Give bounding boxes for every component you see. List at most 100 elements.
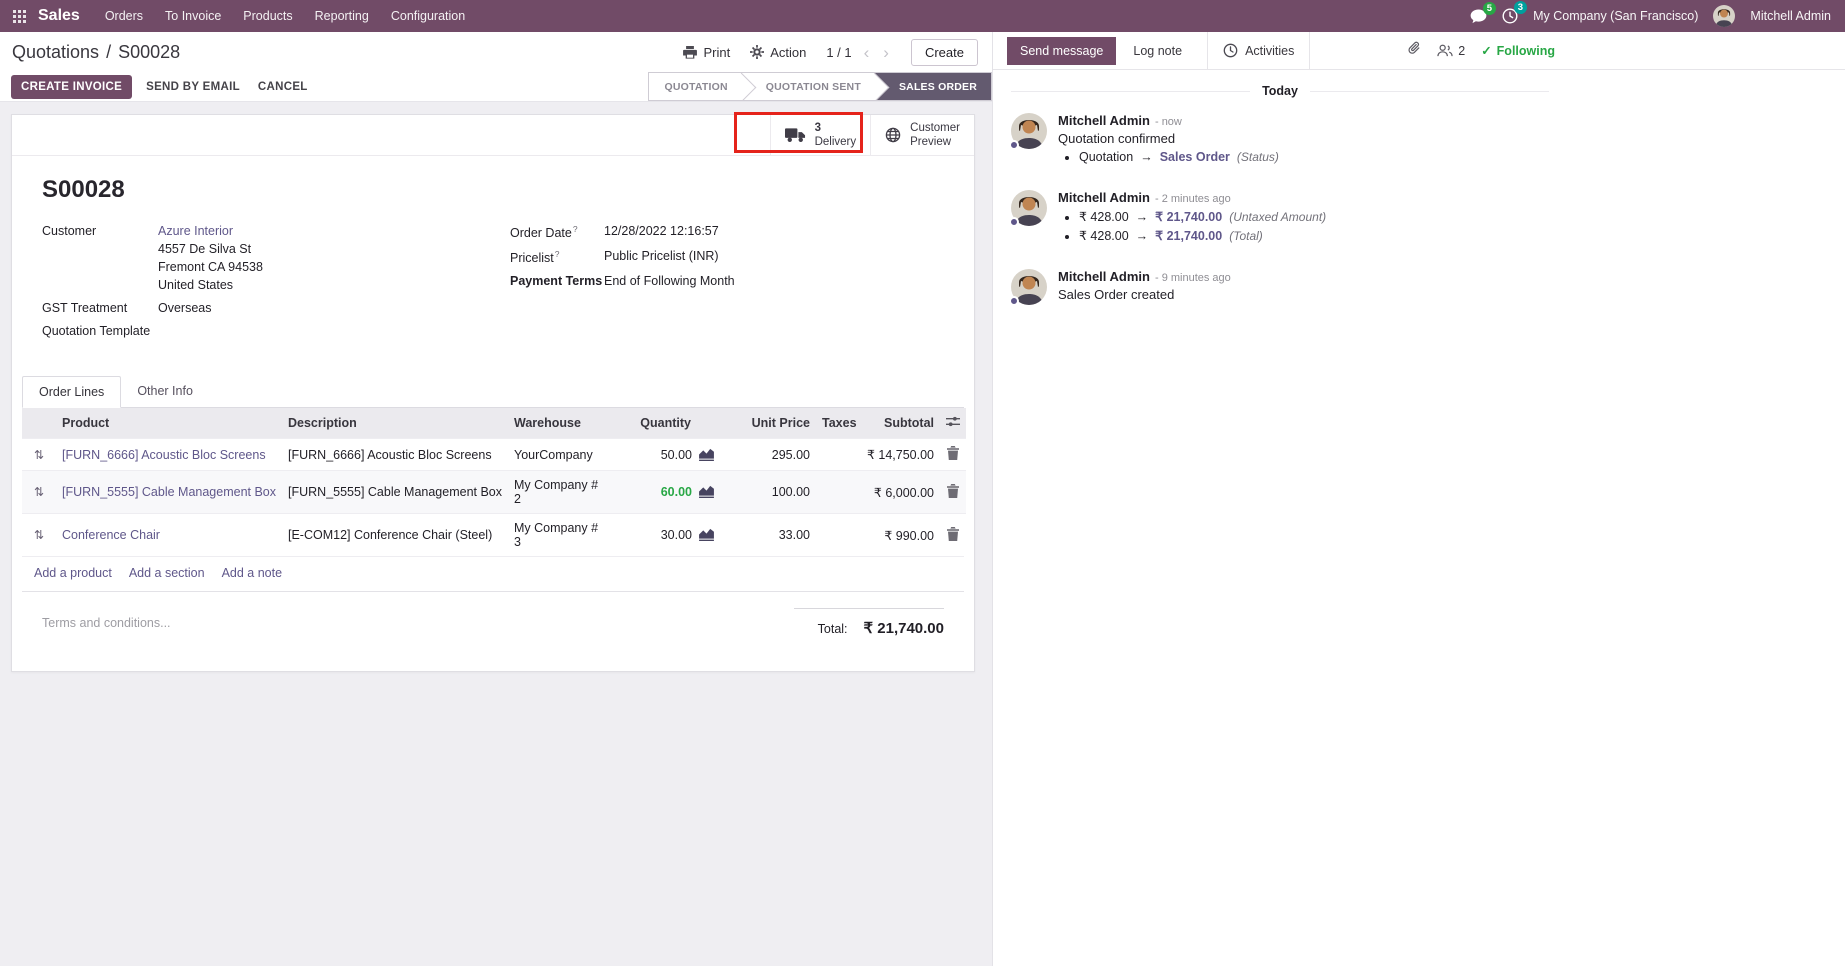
tab-order-lines[interactable]: Order Lines [22,376,122,408]
message-author[interactable]: Mitchell Admin [1058,113,1150,128]
line-subtotal: ₹ 14,750.00 [866,448,934,462]
line-warehouse[interactable]: YourCompany [514,447,593,462]
add-note-link[interactable]: Add a note [221,566,283,580]
sliders-icon [946,416,960,427]
line-taxes[interactable] [816,471,858,514]
following-button[interactable]: ✓ Following [1481,43,1555,59]
apps-menu-button[interactable] [0,0,38,32]
breadcrumb-quotations-link[interactable]: Quotations [12,41,100,62]
message-thread: Today Mitchell Admin - now Quotation conf… [993,70,1555,316]
delete-line-icon[interactable] [947,483,959,498]
breadcrumb-separator: / [106,41,112,62]
line-unit-price[interactable]: 33.00 [778,528,810,542]
user-menu[interactable]: Mitchell Admin [1750,9,1831,23]
messages-systray-button[interactable]: 5 [1470,1,1497,24]
nav-menu-products[interactable]: Products [243,9,293,23]
printer-icon [683,45,698,59]
action-label: Action [770,44,807,60]
followers-button[interactable]: 2 [1437,44,1465,58]
delete-line-icon[interactable] [947,446,959,460]
message-avatar[interactable] [1009,269,1047,306]
line-quantity[interactable]: 50.00 [660,447,692,462]
nav-menu-orders[interactable]: Orders [104,9,144,23]
clock-icon [1502,8,1518,24]
table-header-row: Product Description Warehouse Quantity U… [22,408,966,439]
app-name[interactable]: Sales [38,7,80,24]
message-avatar[interactable] [1009,113,1047,150]
line-taxes[interactable] [816,439,858,471]
status-step-quotation[interactable]: QUOTATION [648,73,742,100]
pager-previous-button[interactable]: ‹ [863,42,870,62]
schedule-activity-button[interactable]: Activities [1207,32,1311,69]
pager-value: 1 / 1 [826,44,852,60]
send-by-email-button[interactable]: SEND BY EMAIL [146,80,240,93]
message-author[interactable]: Mitchell Admin [1058,269,1150,284]
order-line-row[interactable]: ⇅ [FURN_6666] Acoustic Bloc Screens [FUR… [22,438,966,471]
attachments-button[interactable] [1408,41,1421,61]
user-avatar[interactable] [1713,5,1736,27]
forecast-chart-icon[interactable] [699,528,714,541]
payment-terms-value[interactable]: End of Following Month [604,274,735,289]
truck-icon [784,128,805,142]
nav-menu-configuration[interactable]: Configuration [390,9,466,23]
quantity-column-header: Quantity [608,408,720,439]
drag-handle-icon[interactable]: ⇅ [33,447,45,462]
delete-line-icon[interactable] [947,526,959,541]
gst-treatment-value[interactable]: Overseas [158,301,212,315]
chatter-topbar: Send message Log note Activities 2 ✓ [993,32,1845,70]
line-quantity[interactable]: 30.00 [660,528,692,542]
log-note-button[interactable]: Log note [1120,37,1195,65]
product-link[interactable]: [FURN_6666] Acoustic Bloc Screens [62,447,266,462]
drag-handle-icon[interactable]: ⇅ [33,485,45,499]
order-line-row[interactable]: ⇅ [FURN_5555] Cable Management Box [FURN… [22,470,966,514]
line-description[interactable]: [E-COM12] Conference Chair (Steel) [288,528,493,542]
create-button[interactable]: Create [910,38,978,66]
action-button[interactable]: Action [750,45,806,60]
company-switcher[interactable]: My Company (San Francisco) [1533,9,1699,23]
check-icon: ✓ [1481,44,1492,58]
nav-menu-reporting[interactable]: Reporting [314,9,369,23]
status-step-quotation-sent[interactable]: QUOTATION SENT [741,73,875,100]
order-date-label: Order Date? [510,224,578,241]
total-value: ₹ 21,740.00 [863,620,944,637]
line-unit-price[interactable]: 100.00 [771,485,810,499]
print-button[interactable]: Print [683,45,730,60]
optional-columns-button[interactable] [940,408,966,439]
message-author[interactable]: Mitchell Admin [1058,190,1150,205]
add-product-link[interactable]: Add a product [34,566,112,580]
delivery-smart-button[interactable]: 3 Delivery [769,115,871,155]
pager-next-button[interactable]: › [883,42,889,62]
drag-handle-icon[interactable]: ⇅ [33,528,45,542]
message-avatar[interactable] [1009,190,1047,227]
terms-placeholder[interactable]: Terms and conditions... [42,616,171,630]
messages-badge: 5 [1482,1,1497,15]
line-description[interactable]: [FURN_5555] Cable Management Box [288,485,503,499]
nav-menu-to-invoice[interactable]: To Invoice [165,9,222,23]
line-description[interactable]: [FURN_6666] Acoustic Bloc Screens [288,447,492,462]
product-link[interactable]: [FURN_5555] Cable Management Box [62,485,277,499]
activities-systray-button[interactable]: 3 [1502,1,1528,24]
add-section-link[interactable]: Add a section [128,566,205,580]
order-date-value[interactable]: 12/28/2022 12:16:57 [604,224,719,238]
tab-other-info[interactable]: Other Info [137,384,193,398]
line-unit-price[interactable]: 295.00 [771,447,810,462]
status-step-sales-order: SALES ORDER [874,73,991,100]
order-line-row[interactable]: ⇅ Conference Chair [E-COM12] Conference … [22,513,966,557]
sheet-footer: Terms and conditions... Total: ₹ 21,740.… [12,592,974,643]
customer-link[interactable]: Azure Interior [158,224,234,238]
date-separator: Today [1005,84,1555,98]
line-warehouse[interactable]: My Company # 2 [514,478,599,506]
send-message-button[interactable]: Send message [1007,36,1117,65]
line-quantity[interactable]: 60.00 [660,485,692,499]
product-link[interactable]: Conference Chair [62,528,160,542]
forecast-chart-icon[interactable] [699,448,714,461]
customer-preview-smart-button[interactable]: Customer Preview [870,115,974,155]
cancel-button[interactable]: CANCEL [257,80,308,93]
line-taxes[interactable] [816,514,858,557]
line-warehouse[interactable]: My Company # 3 [514,521,599,549]
forecast-chart-icon[interactable] [699,485,714,498]
breadcrumb: Quotations / S00028 [12,42,180,63]
create-invoice-button[interactable]: CREATE INVOICE [11,74,133,99]
pricelist-value[interactable]: Public Pricelist (INR) [604,249,719,264]
tracking-changes: Quotation→Sales Order(Status) [1058,150,1279,164]
